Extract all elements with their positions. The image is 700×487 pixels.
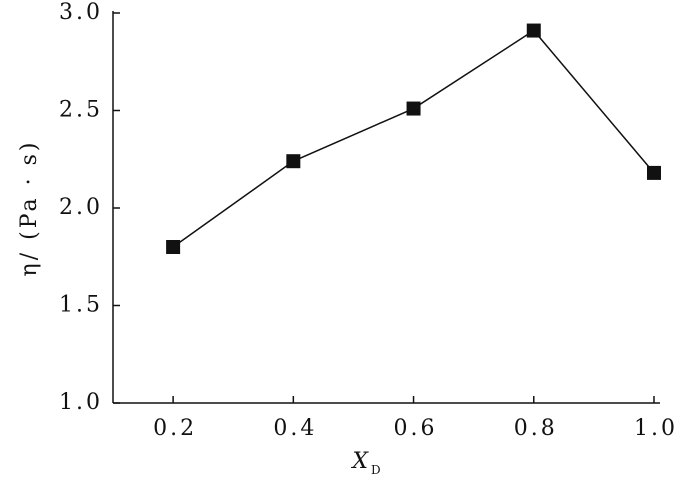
line [172,29,655,248]
y-axis-label: η/ (Pa · s) [17,140,42,277]
y-tick-label: 2.5 [59,98,103,123]
x-axis-label: XD [350,449,383,477]
x-tick-label: 0.8 [514,416,558,441]
x-axis-label-main: X [350,449,371,474]
y-tick-label: 1.0 [59,390,103,415]
marker [646,165,661,180]
y-tick-label: 1.5 [59,293,103,318]
marker [166,240,181,254]
marker [526,23,541,38]
x-tick-label: 0.4 [273,416,317,441]
x-tick-label: 0.2 [153,416,197,441]
marker [286,154,301,169]
x-tick-label: 0.6 [394,416,438,441]
x-axis-label-sub: D [371,463,384,477]
y-tick-label: 3.0 [59,0,103,25]
y-tick-label: 2.0 [59,195,103,220]
x-tick-label: 1.0 [634,416,678,441]
marker [406,101,421,116]
